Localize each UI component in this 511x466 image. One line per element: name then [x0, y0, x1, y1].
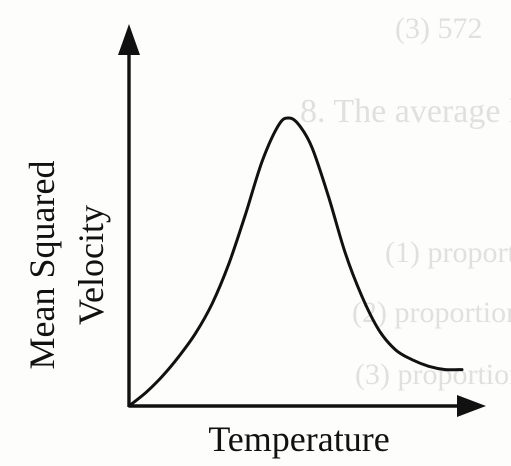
bleed-line-5: (3) proportional to — [355, 358, 511, 391]
y-axis-label: Mean Squared Velocity — [22, 161, 111, 370]
y-axis-label-line-1: Mean Squared — [22, 161, 62, 370]
y-axis-label-line-2: Velocity — [71, 205, 111, 325]
x-axis-arrowhead — [457, 395, 486, 417]
bleed-line-3: (1) proportional — [385, 236, 511, 269]
bleed-line-4: (2) proportional to — [352, 296, 511, 329]
axes — [118, 24, 486, 417]
y-axis-arrowhead — [118, 24, 140, 55]
x-axis-label: Temperature — [208, 419, 389, 459]
bleed-line-2: 8. The average kinetic e — [300, 93, 511, 130]
bleed-line-1: (3) 572 — [395, 12, 482, 45]
series-curve — [127, 116, 464, 408]
bleed-through-text: (3) 572 8. The average kinetic e (1) pro… — [300, 12, 511, 391]
